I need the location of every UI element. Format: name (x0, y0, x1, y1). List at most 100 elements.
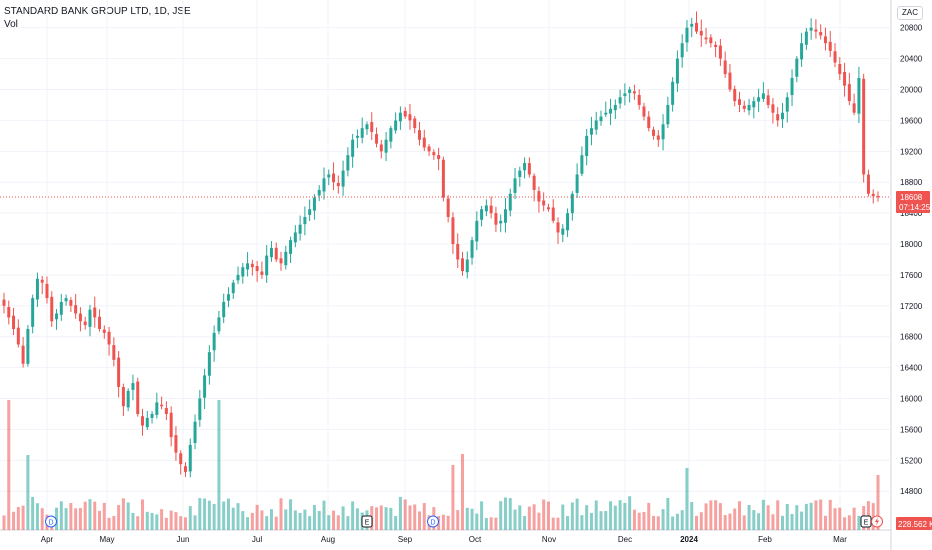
candle-body (64, 298, 68, 302)
candle-body (594, 120, 598, 130)
candle-body (31, 298, 35, 327)
candle-body (207, 352, 211, 376)
candle-body (88, 309, 92, 327)
volume-bar (21, 505, 25, 530)
last-price-value: 18608 (900, 193, 923, 202)
candle-body (179, 453, 183, 465)
candle-body (107, 331, 111, 345)
candle-body (50, 296, 54, 322)
volume-bar (98, 510, 102, 530)
candle-body (341, 170, 345, 187)
volume-bar (102, 502, 106, 530)
candle-body (546, 207, 550, 210)
candle-body (260, 271, 264, 275)
candle-body (561, 228, 565, 235)
candle-body (666, 104, 670, 125)
candle-body (231, 282, 235, 294)
volume-bar (671, 516, 675, 530)
candle-body (289, 240, 293, 254)
candle-body (647, 116, 651, 129)
volume-bar (451, 465, 455, 530)
candle-body (398, 112, 402, 122)
candle-body (451, 217, 455, 245)
candle-body (780, 112, 784, 120)
currency-button[interactable]: ZAC (897, 6, 923, 20)
volume-bar (207, 500, 211, 530)
dividend-marker-icon[interactable] (45, 515, 57, 528)
volume-bar (441, 514, 445, 530)
candle-body (814, 29, 818, 32)
candle-body (508, 193, 512, 211)
candle-body (503, 209, 507, 223)
volume-bar (183, 517, 187, 530)
candle-body (332, 173, 336, 183)
volume-bar (580, 515, 584, 530)
volume-bar (828, 499, 832, 530)
candle-body (169, 412, 173, 438)
candle-body (685, 27, 689, 43)
candle-body (723, 60, 727, 75)
candle-body (2, 299, 6, 306)
candle-body (346, 155, 350, 171)
candle-body (642, 106, 646, 117)
candle-body (570, 193, 574, 214)
volume-bar (231, 507, 235, 530)
volume-bar (537, 512, 541, 530)
candle-body (121, 387, 125, 407)
volume-bar (117, 505, 121, 530)
volume-bar (747, 504, 751, 530)
candle-body (671, 81, 675, 105)
candle-body (250, 263, 254, 268)
volume-bar (341, 506, 345, 530)
volume-bar (513, 509, 517, 530)
volume-bar (475, 513, 479, 530)
candle-body (484, 205, 488, 212)
candle-body (613, 104, 617, 111)
volume-bar (589, 512, 593, 530)
y-tick-label: 15600 (900, 425, 923, 434)
candle-body (394, 120, 398, 131)
candle-body (465, 259, 469, 273)
volume-bar (575, 498, 579, 530)
dividend-marker-icon[interactable] (427, 515, 439, 528)
volume-bar (723, 515, 727, 530)
volume-bar (661, 509, 665, 530)
candle-body (675, 58, 679, 84)
candle-body (422, 137, 426, 148)
candle-body (193, 421, 197, 443)
x-tick-label: May (99, 535, 114, 544)
x-tick-label: 2024 (680, 535, 698, 544)
volume-bar (570, 502, 574, 530)
volume-bar (269, 509, 273, 530)
volume-value-label (896, 517, 932, 530)
volume-bar (766, 505, 770, 530)
candle-body (141, 416, 145, 426)
volume-bar (131, 512, 135, 530)
candle-body (876, 195, 880, 198)
y-tick-label: 14800 (900, 487, 923, 496)
chart-legend: STANDARD BANK GROUP LTD, 1D, JSE Vol (4, 5, 191, 31)
volume-bar (460, 454, 464, 530)
candle-body (843, 72, 847, 86)
candle-body (599, 116, 603, 122)
candle-body (542, 200, 546, 206)
candle-body (480, 209, 484, 220)
volume-bar (188, 506, 192, 530)
volume-bar (800, 511, 804, 530)
volume-bar (613, 505, 617, 530)
volume-bar (332, 510, 336, 530)
candle-body (212, 332, 216, 351)
volume-bar (838, 507, 842, 530)
candle-body (336, 182, 340, 187)
volume-bar (594, 500, 598, 530)
candle-body (83, 321, 87, 326)
volume-bar (532, 504, 536, 530)
volume-bar (179, 516, 183, 530)
x-tick-label: Feb (758, 535, 772, 544)
candle-body (862, 78, 866, 175)
earnings-marker-icon[interactable] (361, 515, 373, 528)
volume-bar (814, 500, 818, 530)
dividend-marker-label: D (430, 520, 435, 527)
volume-bar (704, 503, 708, 530)
